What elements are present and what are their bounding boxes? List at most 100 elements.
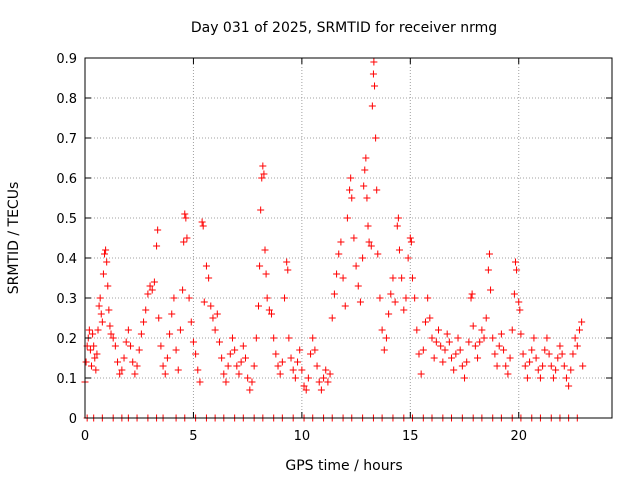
data-point [511,258,519,266]
data-point [94,326,102,334]
data-point [435,326,443,334]
data-point [199,222,207,230]
data-point [341,302,349,310]
data-point [493,362,501,370]
data-point [250,362,258,370]
data-point [361,166,369,174]
data-point [450,366,458,374]
data-point [317,386,325,394]
data-point [424,294,432,302]
data-point [545,350,553,358]
data-point [465,338,473,346]
data-point [192,350,200,358]
data-point [526,358,534,366]
data-point [519,350,527,358]
data-point [346,186,354,194]
data-point [122,338,130,346]
data-point [421,318,429,326]
data-point [543,334,551,342]
data-point [95,302,103,310]
data-point [246,386,254,394]
data-point [97,310,105,318]
data-point [513,266,521,274]
data-point [224,362,232,370]
x-tick-label: 5 [189,429,197,444]
y-tick-label: 0.8 [56,92,77,107]
data-point [547,362,555,370]
data-point [516,306,524,314]
data-point [400,306,408,314]
data-point [378,326,386,334]
data-point [463,358,471,366]
data-point [562,374,570,382]
data-point [579,362,587,370]
data-point [368,102,376,110]
data-point [364,222,372,230]
data-point [307,350,315,358]
data-point [461,374,469,382]
data-point [468,290,476,298]
data-point [196,378,204,386]
data-point [402,294,410,302]
data-point [476,338,484,346]
data-point [372,134,380,142]
data-point [437,342,445,350]
data-point [159,362,167,370]
data-point [415,350,423,358]
data-point [556,342,564,350]
data-point [521,362,529,370]
x-tick-labels: 0 5 10 15 20 [81,429,527,444]
data-point [489,334,497,342]
data-point [263,294,271,302]
data-point [285,334,293,342]
axis-ticks [84,57,612,419]
data-point [265,306,273,314]
data-point [140,318,148,326]
data-point [107,330,115,338]
data-point [408,274,416,282]
data-point [289,366,297,374]
data-point [552,366,560,374]
data-point [174,366,182,374]
data-point [180,238,188,246]
data-point [369,70,377,78]
data-point [90,342,98,350]
data-point [258,174,266,182]
data-point [278,358,286,366]
data-point [168,310,176,318]
data-point [380,346,388,354]
data-point [474,354,482,362]
data-point [103,258,111,266]
data-point [343,214,351,222]
y-tick-labels: 0 0.1 0.2 0.3 0.4 0.5 0.6 0.7 0.8 0.9 [56,52,77,427]
data-point [116,370,124,378]
data-point [539,362,547,370]
y-tick-label: 0.1 [56,372,77,387]
data-point [86,346,94,354]
data-point [228,334,236,342]
data-point [296,346,304,354]
data-point [487,286,495,294]
data-points [81,58,587,422]
data-point [92,366,100,374]
data-point [82,358,90,366]
data-point [281,294,289,302]
data-point [287,354,295,362]
chart-title: Day 031 of 2025, SRMTID for receiver nrm… [191,20,497,36]
data-point [93,350,101,358]
data-point [500,346,508,354]
data-point [371,82,379,90]
data-point [146,282,154,290]
data-point [284,266,292,274]
data-point [458,362,466,370]
data-point [439,358,447,366]
data-point [144,290,152,298]
data-point [347,174,355,182]
data-point [120,354,128,362]
data-point [148,286,156,294]
data-point [373,186,381,194]
data-point [391,298,399,306]
x-tick-label: 15 [402,429,419,444]
data-point [194,366,202,374]
data-point [482,314,490,322]
